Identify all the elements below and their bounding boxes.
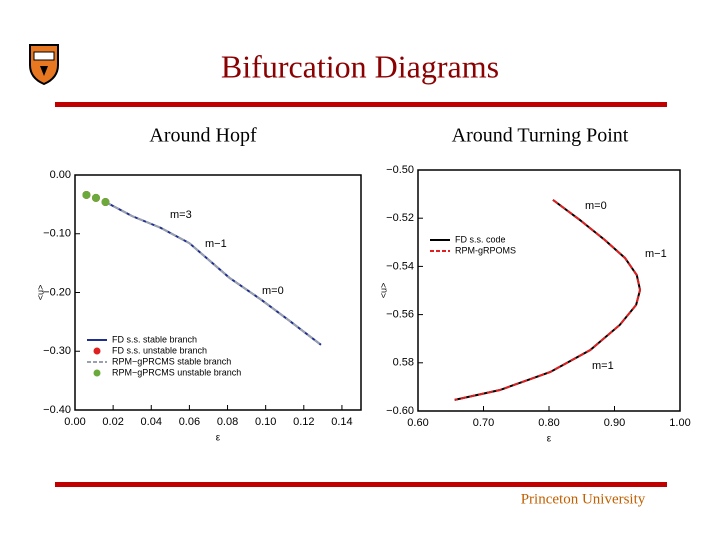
slide-title: Bifurcation Diagrams [221, 48, 499, 84]
annotation: m=3 [170, 209, 192, 221]
y-tick-label: −0.20 [43, 286, 71, 298]
x-tick-label: 0.02 [102, 416, 123, 428]
x-tick-label: 0.90 [604, 417, 625, 429]
x-tick-label: 0.14 [331, 416, 352, 428]
y-tick-label: −0.30 [43, 345, 71, 357]
legend-label: RPM−gPRCMS unstable branch [112, 367, 241, 377]
x-axis-label: ε [547, 434, 552, 445]
y-tick-label: −0.10 [43, 228, 71, 240]
y-tick-label: −0.60 [386, 405, 414, 417]
annotation: m=1 [592, 360, 614, 372]
legend-label: FD s.s. unstable branch [112, 345, 207, 355]
series-line [105, 201, 322, 346]
legend-label: RPM−gPRCMS stable branch [112, 356, 231, 366]
logo [29, 44, 59, 86]
divider [55, 482, 667, 487]
footer: Princeton University [521, 491, 646, 507]
annotation: m−1 [205, 238, 227, 250]
y-axis-label: <u> [378, 283, 388, 299]
y-tick-label: −0.54 [386, 260, 414, 272]
legend-swatch [93, 347, 101, 355]
divider [55, 102, 667, 107]
legend-label: FD s.s. stable branch [112, 334, 197, 344]
annotation: m−1 [645, 248, 667, 260]
x-tick-label: 0.60 [407, 417, 428, 429]
y-axis-label: <u> [35, 285, 45, 301]
legend-label: RPM-gRPOMS [455, 245, 516, 255]
legend-label: FD s.s. code [455, 234, 506, 244]
point [101, 198, 110, 207]
x-tick-label: 0.12 [293, 416, 314, 428]
chart-title: Around Turning Point [452, 125, 629, 147]
x-tick-label: 0.08 [217, 416, 238, 428]
y-tick-label: −0.56 [386, 309, 414, 321]
y-tick-label: 0.58 [393, 357, 414, 369]
x-axis-label: ε [216, 433, 221, 444]
point [91, 193, 100, 202]
y-tick-label: 0.00 [50, 169, 71, 181]
x-tick-label: 0.10 [255, 416, 276, 428]
x-tick-label: 0.80 [538, 417, 559, 429]
x-tick-label: 0.06 [179, 416, 200, 428]
y-tick-label: −0.52 [386, 212, 414, 224]
annotation: m=0 [262, 285, 284, 297]
x-tick-label: 0.00 [64, 416, 85, 428]
legend-swatch [93, 369, 101, 377]
y-tick-label: −0.40 [43, 404, 71, 416]
point [82, 190, 91, 199]
y-tick-label: −0.50 [386, 164, 414, 176]
x-tick-label: 0.70 [473, 417, 494, 429]
series-line [454, 199, 642, 401]
x-tick-label: 1.00 [669, 417, 690, 429]
chart-title: Around Hopf [149, 125, 257, 147]
series-line [105, 201, 322, 346]
x-tick-label: 0.04 [141, 416, 162, 428]
annotation: m=0 [585, 200, 607, 212]
